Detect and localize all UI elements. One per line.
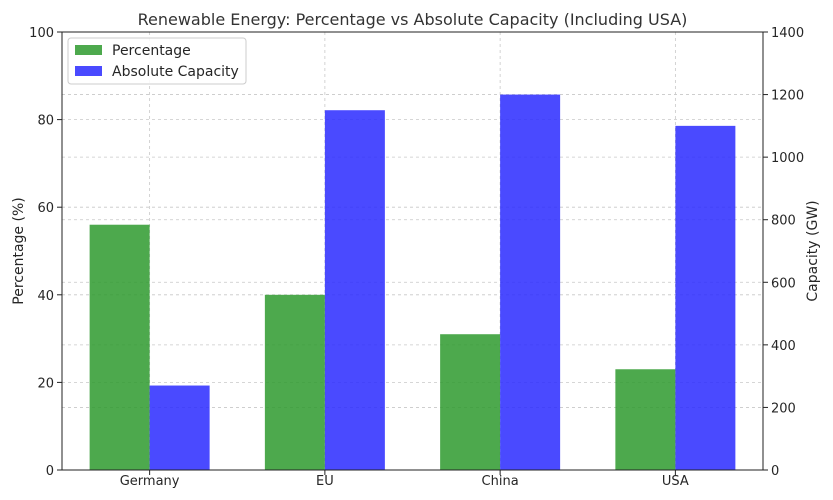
x-tick-label-china: China bbox=[482, 474, 519, 489]
plot-frame bbox=[61, 31, 764, 471]
y-left-tick-label-60: 60 bbox=[37, 201, 54, 216]
legend: Percentage Absolute Capacity bbox=[67, 37, 247, 85]
x-tick-label-germany: Germany bbox=[120, 474, 180, 489]
y-right-tick-label-1400: 1400 bbox=[771, 26, 804, 41]
legend-swatch-percentage bbox=[75, 45, 102, 55]
y-right-tick-label-200: 200 bbox=[771, 401, 796, 416]
y-left-tick-label-40: 40 bbox=[37, 289, 54, 304]
legend-label-percentage: Percentage bbox=[112, 43, 191, 59]
y-axis-right-label: Capacity (GW) bbox=[805, 200, 821, 301]
y-left-tick-label-20: 20 bbox=[37, 376, 54, 391]
y-left-tick-label-100: 100 bbox=[29, 26, 54, 41]
bar-percentage-germany bbox=[89, 224, 150, 470]
y-right-tick-label-1000: 1000 bbox=[771, 151, 804, 166]
legend-swatch-absolute-capacity bbox=[75, 66, 102, 76]
axes: 0204060801000200400600800100012001400Ger… bbox=[29, 26, 804, 489]
bar-percentage-usa bbox=[615, 369, 676, 470]
x-tick-label-eu: EU bbox=[316, 474, 334, 489]
bar-absolute-capacity-usa bbox=[675, 125, 736, 470]
legend-box bbox=[67, 37, 247, 85]
y-left-tick-label-0: 0 bbox=[46, 464, 54, 479]
y-right-tick-label-800: 800 bbox=[771, 214, 796, 229]
y-axis-left-label: Percentage (%) bbox=[11, 197, 27, 304]
y-right-tick-label-400: 400 bbox=[771, 339, 796, 354]
y-left-tick-label-80: 80 bbox=[37, 114, 54, 129]
bars bbox=[89, 94, 736, 471]
y-right-tick-label-0: 0 bbox=[771, 464, 779, 479]
bar-percentage-china bbox=[440, 334, 501, 470]
bar-absolute-capacity-china bbox=[500, 94, 561, 471]
legend-label-absolute-capacity: Absolute Capacity bbox=[112, 64, 239, 80]
y-right-tick-label-1200: 1200 bbox=[771, 89, 804, 104]
bar-percentage-eu bbox=[264, 294, 325, 470]
chart-title: Renewable Energy: Percentage vs Absolute… bbox=[138, 10, 688, 29]
y-right-tick-label-600: 600 bbox=[771, 276, 796, 291]
x-tick-label-usa: USA bbox=[662, 474, 689, 489]
bar-absolute-capacity-germany bbox=[149, 385, 210, 470]
bar-absolute-capacity-eu bbox=[324, 110, 385, 470]
